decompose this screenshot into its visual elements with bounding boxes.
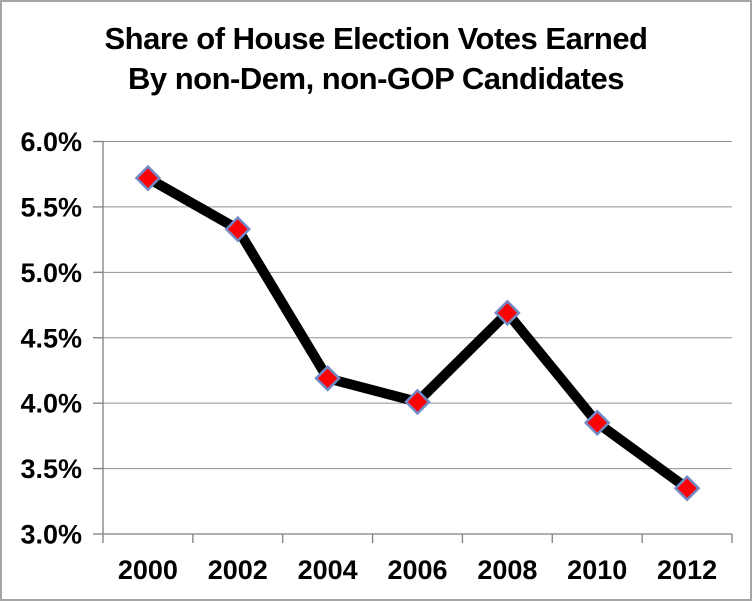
x-tick-label: 2004 — [298, 555, 358, 585]
x-tick-label: 2006 — [387, 555, 447, 585]
y-tick-label: 5.0% — [20, 258, 82, 288]
y-tick-label: 4.5% — [20, 323, 82, 353]
y-tick-label: 6.0% — [20, 127, 82, 157]
data-point-marker — [494, 299, 521, 327]
x-tick-label: 2010 — [567, 555, 627, 585]
y-tick-label: 5.5% — [20, 192, 82, 222]
data-point-marker — [134, 164, 162, 192]
x-tick-label: 2000 — [118, 555, 178, 585]
data-point-marker — [404, 388, 431, 416]
data-point-marker — [224, 215, 252, 243]
chart-title-line-1: Share of House Election Votes Earned — [104, 21, 648, 56]
x-tick-label: 2008 — [477, 555, 537, 585]
y-tick-label: 3.5% — [20, 454, 82, 484]
chart-title: Share of House Election Votes Earned By … — [2, 19, 750, 99]
data-point-marker — [314, 365, 341, 392]
data-point-marker — [673, 474, 701, 502]
x-tick-label: 2012 — [657, 555, 717, 585]
y-tick-label: 3.0% — [20, 520, 82, 550]
chart-title-line-2: By non-Dem, non-GOP Candidates — [128, 61, 624, 96]
series-line — [145, 173, 691, 493]
data-point-marker — [583, 409, 611, 437]
x-tick-label: 2002 — [208, 555, 268, 585]
y-tick-label: 4.0% — [20, 389, 82, 419]
